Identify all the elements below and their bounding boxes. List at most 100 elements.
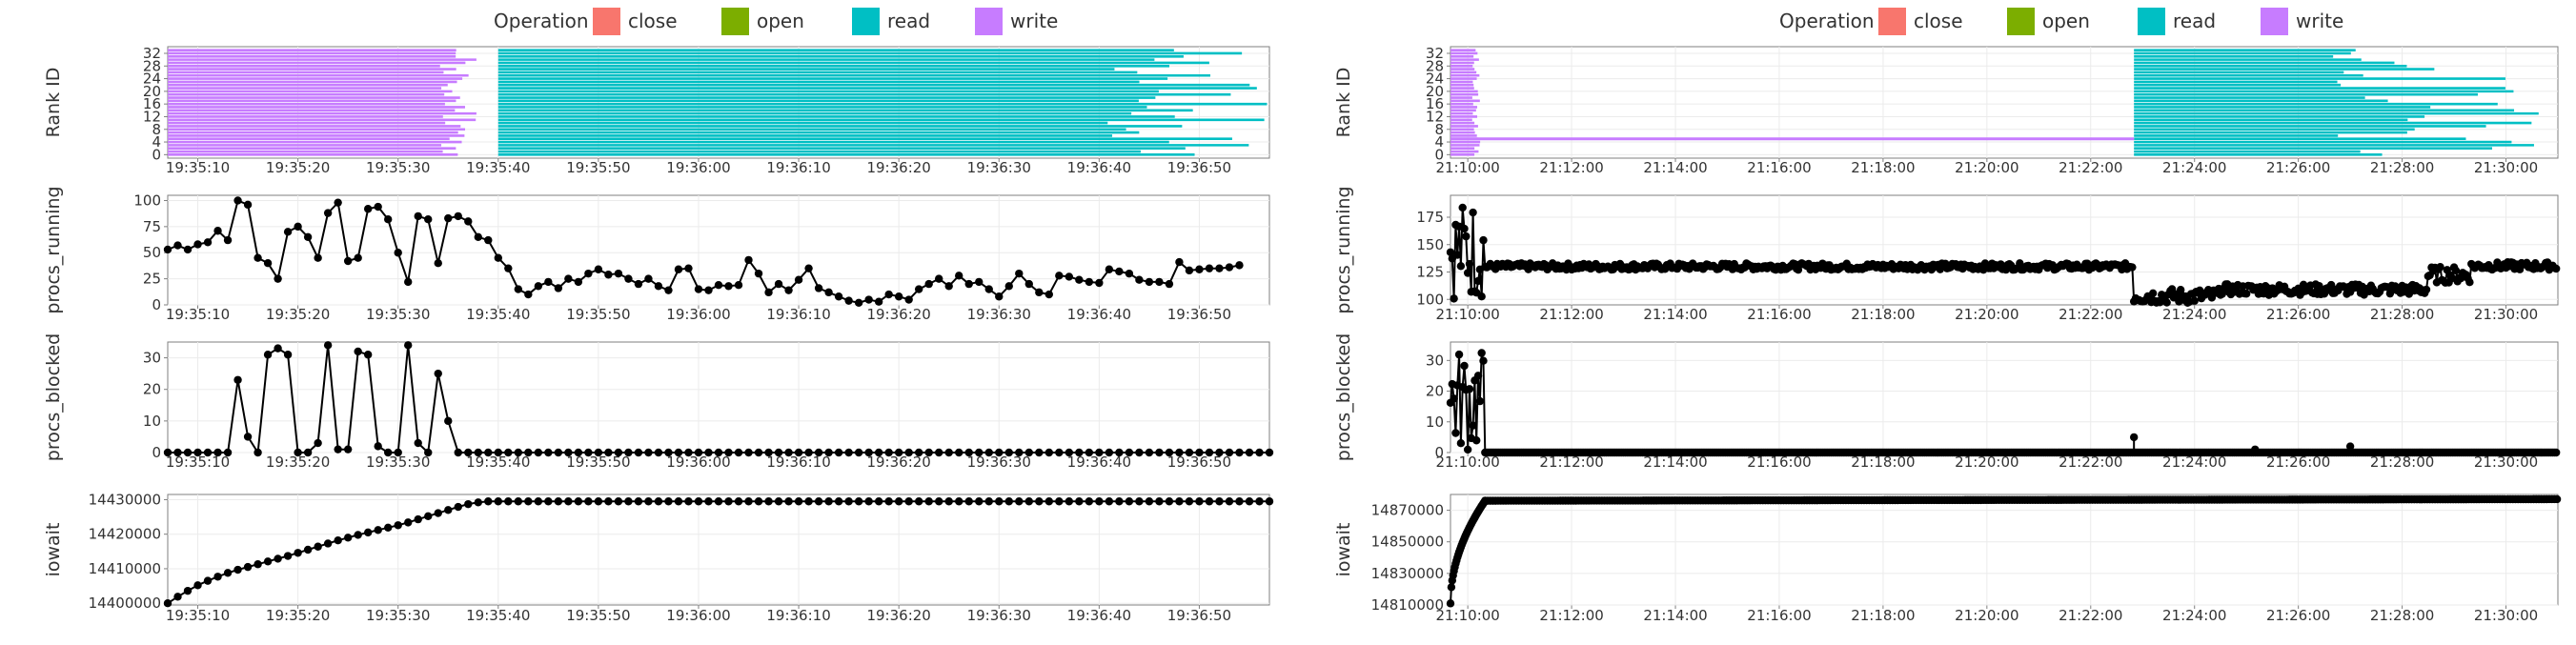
legend-label-open: open xyxy=(2042,10,2090,32)
procs-blocked-point xyxy=(1469,421,1477,430)
right-panel: 21:10:00 21:12:00 21:14:00 21:16:00 21:18:00… xyxy=(1333,45,2562,624)
legend-right: Operation close open read write xyxy=(1779,8,2343,35)
procs-blocked-point xyxy=(1105,448,1114,457)
procs-running-point xyxy=(864,295,873,304)
x-tick-label-0-6: 19:36:10 xyxy=(766,159,830,176)
rank-y-axis-label: Rank ID xyxy=(43,68,64,138)
procs-blocked-point xyxy=(1095,448,1104,457)
x-tick-label-2-5: 21:20:00 xyxy=(1955,454,2018,471)
procs-running-point xyxy=(1024,279,1033,289)
legend-label-read: read xyxy=(887,10,930,32)
iowait-point xyxy=(864,497,873,506)
procs-blocked-point xyxy=(524,448,533,457)
iowait-y-tick-14430000: 14430000 xyxy=(89,491,161,508)
x-tick-label-1-4: 19:35:50 xyxy=(566,306,630,323)
iowait-point xyxy=(914,497,923,506)
procs-blocked-point xyxy=(534,448,543,457)
procs-blocked-point xyxy=(1125,448,1134,457)
legend-label-close: close xyxy=(1914,10,1963,32)
procs-running-point xyxy=(254,253,262,262)
procs-blocked-point xyxy=(544,448,553,457)
procs-running-point xyxy=(354,253,362,262)
procs-blocked-point xyxy=(1165,448,1174,457)
iowait-frame xyxy=(167,494,1270,606)
procs-running-point xyxy=(964,279,973,289)
x-tick-label-3-0: 21:10:00 xyxy=(1435,607,1499,624)
rank-y-tick-32: 32 xyxy=(143,45,161,62)
iowait-point xyxy=(694,497,703,506)
procs-blocked-point xyxy=(794,448,803,457)
x-tick-label-0-0: 21:10:00 xyxy=(1435,159,1499,176)
legend-swatch-read xyxy=(2138,8,2165,35)
procs-running-point xyxy=(744,255,753,265)
x-tick-label-2-3: 21:16:00 xyxy=(1747,454,1811,471)
iowait-point xyxy=(334,536,342,545)
x-tick-label-2-8: 21:26:00 xyxy=(2266,454,2330,471)
procs-blocked-point xyxy=(283,351,293,359)
iowait-point xyxy=(784,497,793,506)
procs-blocked-point xyxy=(874,448,883,457)
x-tick-label-3-9: 19:36:40 xyxy=(1067,607,1131,624)
procs-blocked-y-tick-10: 10 xyxy=(1426,413,1444,431)
rank-y-tick-8: 8 xyxy=(1434,121,1444,138)
procs-blocked-point xyxy=(764,448,773,457)
procs-blocked-point xyxy=(183,448,193,457)
iowait-subplot: 21:10:00 21:12:00 21:14:00 21:16:00 21:18:00… xyxy=(1333,494,2562,624)
procs-blocked-point xyxy=(424,448,433,457)
procs-blocked-point xyxy=(704,448,713,457)
procs-blocked-point xyxy=(334,445,342,454)
procs-blocked-point xyxy=(1045,448,1054,457)
iowait-point xyxy=(173,593,182,601)
procs-running-point xyxy=(564,274,573,283)
iowait-point xyxy=(283,552,293,560)
rank-y-axis-label: Rank ID xyxy=(1333,68,1354,138)
procs-running-point xyxy=(764,288,773,297)
iowait-point xyxy=(1065,497,1074,506)
iowait-point xyxy=(884,497,893,506)
procs-blocked-point xyxy=(624,448,633,457)
iowait-point xyxy=(564,497,573,506)
procs-blocked-point xyxy=(1255,448,1264,457)
procs-running-point xyxy=(1085,277,1094,287)
procs-blocked-point xyxy=(724,448,733,457)
procs-blocked-point xyxy=(1460,361,1469,371)
iowait-point xyxy=(183,586,193,595)
x-tick-label-3-2: 19:35:30 xyxy=(366,607,430,624)
x-tick-label-2-1: 19:35:20 xyxy=(266,454,330,471)
procs-blocked-point xyxy=(754,448,763,457)
iowait-point xyxy=(1225,497,1234,506)
procs-blocked-point xyxy=(303,448,313,457)
x-tick-label-3-4: 19:35:50 xyxy=(566,607,630,624)
x-tick-label-2-8: 19:36:30 xyxy=(967,454,1031,471)
iowait-point xyxy=(874,497,883,506)
procs-blocked-point xyxy=(1195,448,1204,457)
procs-blocked-point xyxy=(163,448,172,457)
procs-running-point xyxy=(2451,266,2461,275)
iowait-point xyxy=(2552,494,2562,504)
rank-y-tick-20: 20 xyxy=(1426,83,1444,100)
x-tick-label-1-9: 21:28:00 xyxy=(2370,306,2434,323)
procs-running-point xyxy=(704,286,713,294)
procs-blocked-point xyxy=(444,416,453,426)
iowait-point xyxy=(1035,497,1044,506)
procs-blocked-point xyxy=(1055,448,1064,457)
iowait-point xyxy=(254,560,262,569)
iowait-point xyxy=(1075,497,1084,506)
iowait-point xyxy=(444,506,453,514)
iowait-point xyxy=(904,497,913,506)
iowait-point xyxy=(534,497,543,506)
procs-blocked-point xyxy=(1456,438,1466,448)
rank-y-tick-8: 8 xyxy=(152,121,161,138)
legend-label-open: open xyxy=(757,10,804,32)
procs-running-point xyxy=(634,279,643,289)
iowait-point xyxy=(454,502,462,512)
x-tick-label-1-0: 21:10:00 xyxy=(1435,306,1499,323)
x-tick-label-0-6: 21:22:00 xyxy=(2059,159,2122,176)
procs-blocked-point xyxy=(955,448,963,457)
iowait-point xyxy=(614,497,623,506)
procs-running-point xyxy=(1456,262,1466,271)
iowait-point xyxy=(464,499,473,509)
x-tick-label-3-8: 19:36:30 xyxy=(967,607,1031,624)
procs-running-point xyxy=(1465,259,1474,269)
procs-running-point xyxy=(1015,269,1024,278)
